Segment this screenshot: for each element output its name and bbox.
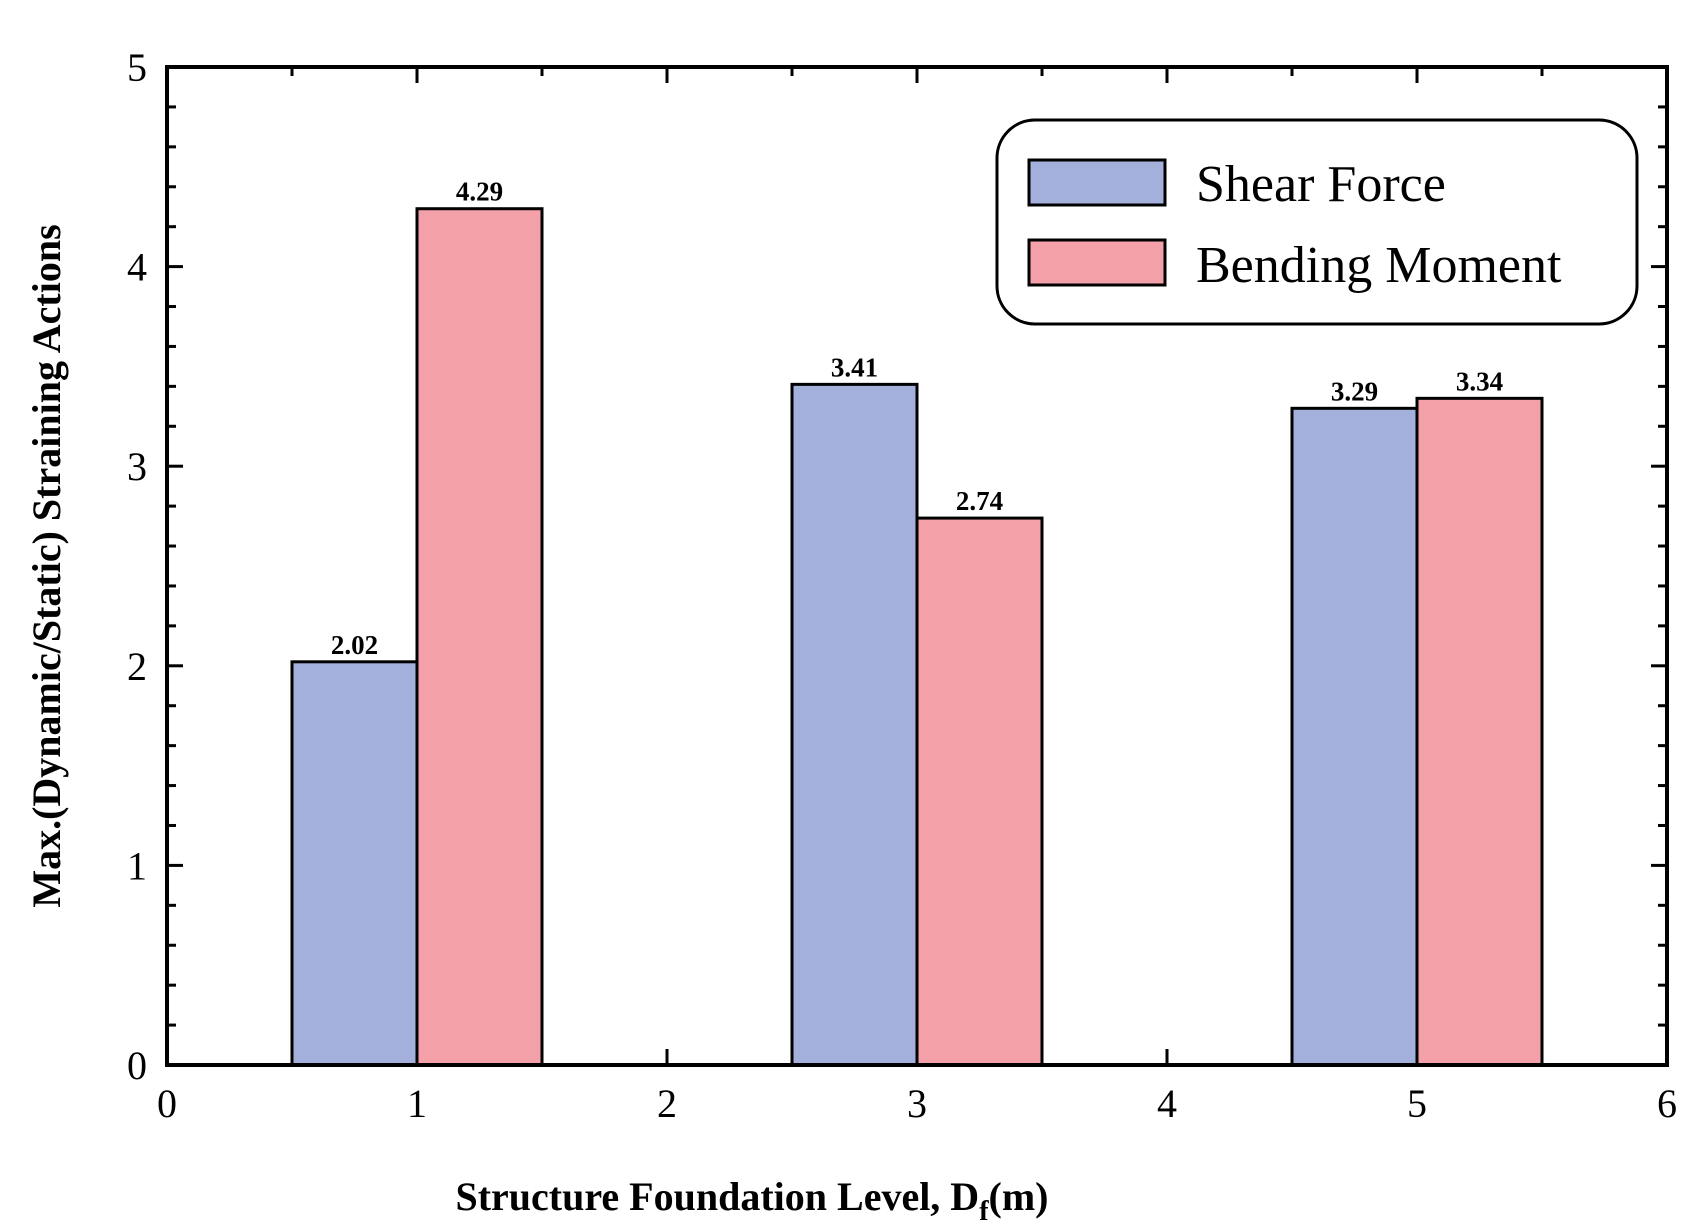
legend-swatch-bending-moment [1027, 238, 1167, 287]
data-label-bending-moment-x1: 4.29 [456, 177, 503, 207]
x-tick-label: 5 [1407, 1081, 1427, 1126]
x-axis-title-unit: (m) [989, 1174, 1049, 1219]
y-tick-label: 0 [127, 1043, 147, 1088]
bars-layer [290, 207, 1544, 1067]
legend: Shear Force Bending Moment [995, 118, 1639, 326]
x-tick-label: 4 [1157, 1081, 1177, 1126]
y-tick-label: 5 [127, 45, 147, 90]
y-tick-label: 3 [127, 444, 147, 489]
y-axis-title: Max.(Dynamic/Static) Straining Actions [24, 224, 69, 907]
legend-label-bending-moment: Bending Moment [1196, 237, 1562, 294]
x-axis-title-main: Structure Foundation Level, D [455, 1174, 979, 1219]
data-label-shear-force-x5: 3.29 [1331, 376, 1378, 406]
bar-bending-moment-x3 [915, 516, 1044, 1067]
plot-frame [165, 65, 1669, 1067]
bar-bending-moment-x1 [415, 207, 544, 1067]
bar-shear-force-x3 [790, 382, 919, 1067]
y-tick-label: 2 [127, 644, 147, 689]
legend-label-shear-force: Shear Force [1196, 156, 1446, 213]
data-label-bending-moment-x3: 2.74 [956, 486, 1003, 516]
bar-shear-force-x1 [290, 660, 419, 1067]
x-tick-label: 2 [657, 1081, 677, 1126]
bar-bending-moment-x5 [1415, 396, 1544, 1067]
x-tick-label: 6 [1657, 1081, 1677, 1126]
bar-shear-force-x5 [1290, 406, 1419, 1067]
y-tick-label: 4 [127, 245, 147, 290]
x-axis-title: Structure Foundation Level, Df(m) [455, 1174, 1048, 1227]
data-label-shear-force-x1: 2.02 [331, 630, 378, 660]
data-label-bending-moment-x5: 3.34 [1456, 366, 1503, 396]
x-tick-label: 3 [907, 1081, 927, 1126]
data-label-shear-force-x3: 3.41 [831, 352, 878, 382]
legend-swatch-shear-force [1027, 158, 1167, 207]
y-tick-label: 1 [127, 843, 147, 888]
data-labels-layer: 2.02 4.29 3.41 2.74 3.29 3.34 [331, 177, 1503, 660]
x-axis-title-subscript: f [979, 1196, 989, 1227]
x-tick-label: 0 [157, 1081, 177, 1126]
x-tick-label: 1 [407, 1081, 427, 1126]
